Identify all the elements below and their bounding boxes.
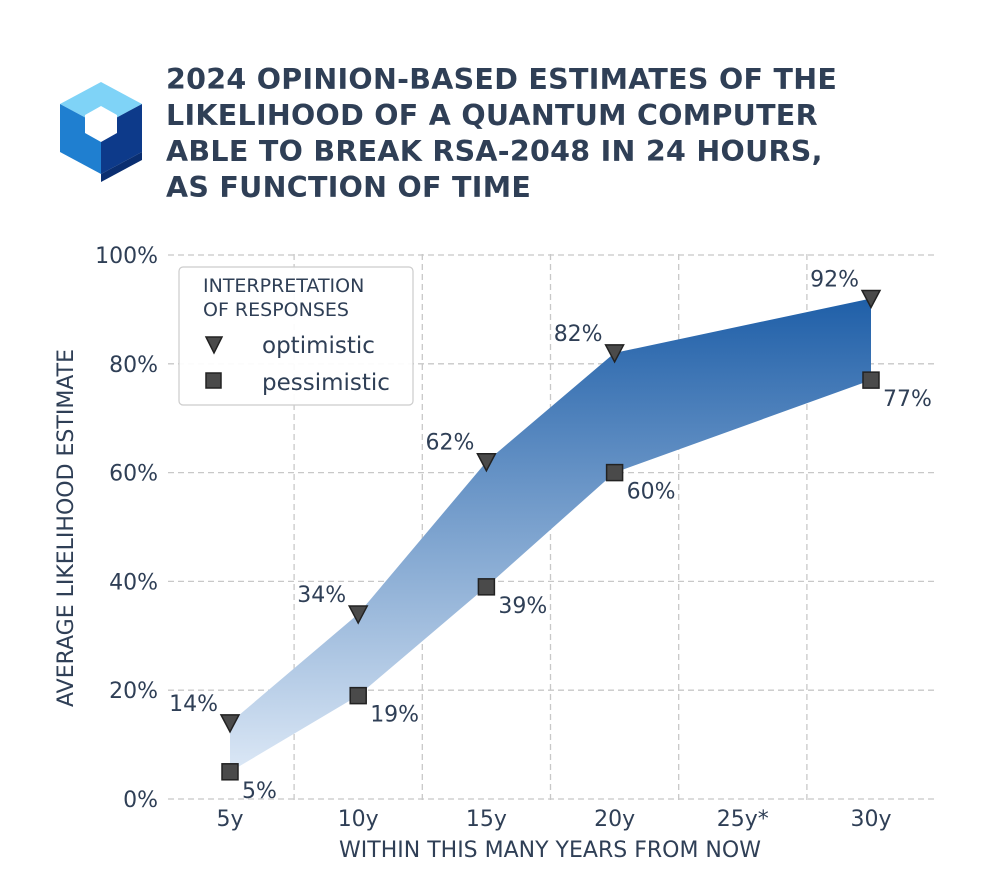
- pessimistic-marker: [862, 371, 880, 389]
- legend-pessimistic-label: pessimistic: [262, 370, 390, 396]
- axes: 0% 20% 40% 60% 80% 100% 5y 10y 15y 20y 25y* 30y WITH…: [54, 244, 892, 863]
- y-tick-label: 20%: [109, 679, 158, 704]
- x-axis-label: WITHIN THIS MANY YEARS FROM NOW: [339, 838, 761, 863]
- y-tick-label: 80%: [109, 353, 158, 378]
- optimistic-value-label: 14%: [169, 692, 218, 717]
- pessimistic-marker: [349, 686, 367, 705]
- likelihood-range-band: [230, 298, 871, 772]
- pessimistic-value-label: 60%: [627, 480, 676, 505]
- optimistic-value-label: 34%: [297, 583, 346, 608]
- pessimistic-value-label: 19%: [370, 703, 419, 728]
- optimistic-value-label: 82%: [554, 322, 603, 347]
- chart-title: 2024 OPINION-BASED ESTIMATES OF THE LIKE…: [166, 62, 956, 206]
- optimistic-marker: [860, 289, 882, 310]
- x-tick-label: 5y: [216, 807, 243, 832]
- x-tick-label: 30y: [850, 807, 891, 832]
- y-tick-label: 60%: [109, 462, 158, 487]
- legend-box: [178, 266, 414, 406]
- pessimistic-value-label: 77%: [883, 387, 932, 412]
- logo-tail: [101, 152, 142, 182]
- data-markers: [219, 289, 882, 781]
- optimistic-marker: [347, 605, 369, 625]
- chart-title-line-1: 2024 OPINION-BASED ESTIMATES OF THE: [166, 63, 838, 96]
- optimistic-marker: [476, 452, 497, 473]
- optimistic-value-label: 92%: [810, 268, 859, 293]
- optimistic-marker: [604, 344, 625, 364]
- legend-optimistic-marker-icon: [204, 336, 224, 355]
- pessimistic-marker: [477, 578, 496, 596]
- company-logo-icon: [60, 82, 142, 182]
- y-tick-label: 40%: [109, 570, 158, 595]
- chart-title-line-2: LIKELIHOOD OF A QUANTUM COMPUTER: [166, 99, 818, 132]
- y-tick-label: 0%: [123, 788, 158, 813]
- logo-center-hole: [85, 106, 117, 142]
- pessimistic-marker: [221, 763, 239, 781]
- legend-optimistic-label: optimistic: [262, 333, 375, 359]
- data-labels: 14% 34% 62% 82% 92% 5% 19% 39% 60% 77%: [169, 268, 932, 804]
- x-tick-label: 20y: [594, 807, 635, 832]
- legend-title-line-2: OF RESPONSES: [203, 299, 349, 321]
- chart-title-line-4: AS FUNCTION OF TIME: [166, 171, 532, 204]
- y-axis-label: AVERAGE LIKELIHOOD ESTIMATE: [54, 349, 79, 707]
- x-tick-label: 25y*: [717, 807, 769, 832]
- legend-pessimistic-marker-icon: [205, 372, 222, 389]
- legend: INTERPRETATION OF RESPONSES optimistic p…: [178, 266, 414, 406]
- x-tick-label: 15y: [466, 807, 507, 832]
- y-tick-label: 100%: [95, 244, 158, 269]
- optimistic-value-label: 62%: [425, 431, 474, 456]
- chart-title-line-3: ABLE TO BREAK RSA-2048 IN 24 HOURS,: [166, 135, 823, 168]
- optimistic-marker: [219, 714, 241, 734]
- x-tick-label: 10y: [338, 807, 379, 832]
- legend-title-line-1: INTERPRETATION: [203, 275, 364, 297]
- pessimistic-marker: [605, 463, 624, 482]
- pessimistic-value-label: 39%: [498, 594, 547, 619]
- pessimistic-value-label: 5%: [242, 779, 277, 804]
